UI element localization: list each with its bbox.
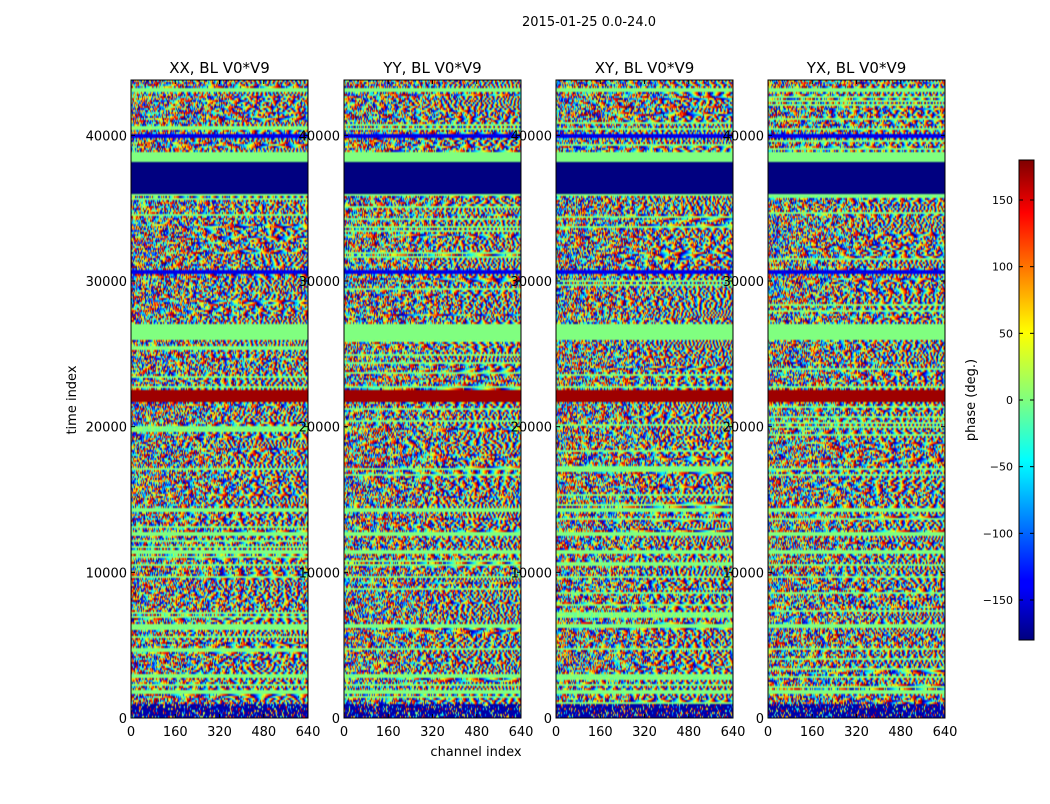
y-tick-label: 20000 bbox=[86, 421, 127, 436]
y-tick-label: 30000 bbox=[723, 275, 764, 290]
y-tick-label: 30000 bbox=[299, 275, 340, 290]
heatmap-image-xy bbox=[556, 80, 733, 718]
heatmap-image-xx bbox=[131, 80, 308, 718]
colorbar: −150 −100 −50 0 50 100 150 phase (deg.) bbox=[964, 159, 1035, 641]
x-tick-label: 320 bbox=[632, 725, 657, 740]
x-tick-label: 640 bbox=[933, 725, 958, 740]
y-tick-label: 40000 bbox=[723, 129, 764, 144]
x-tick-label: 0 bbox=[552, 725, 560, 740]
y-tick-label: 40000 bbox=[299, 129, 340, 144]
y-tick-label: 40000 bbox=[511, 129, 552, 144]
colorbar-tick-label: −50 bbox=[990, 461, 1013, 474]
y-tick-label: 40000 bbox=[86, 129, 127, 144]
colorbar-label: phase (deg.) bbox=[964, 359, 979, 441]
x-tick-label: 0 bbox=[127, 725, 135, 740]
panels: XX, BL V0*V9 0 160 320 480 640 0 10000 20000 3000… bbox=[86, 59, 958, 740]
colorbar-tick-label: 50 bbox=[999, 327, 1013, 340]
x-tick-label: 320 bbox=[844, 725, 869, 740]
panel-xx: XX, BL V0*V9 0 160 320 480 640 0 10000 20000 3000… bbox=[86, 59, 321, 740]
y-tick-label: 10000 bbox=[723, 566, 764, 581]
panel-title: YY, BL V0*V9 bbox=[382, 59, 481, 77]
y-tick-label: 30000 bbox=[86, 275, 127, 290]
figure-suptitle: 2015-01-25 0.0-24.0 bbox=[522, 15, 656, 30]
x-tick-label: 480 bbox=[464, 725, 489, 740]
x-tick-label: 160 bbox=[800, 725, 825, 740]
y-tick-label: 10000 bbox=[86, 566, 127, 581]
x-tick-label: 320 bbox=[420, 725, 445, 740]
x-tick-label: 640 bbox=[721, 725, 746, 740]
x-tick-label: 480 bbox=[251, 725, 276, 740]
x-tick-label: 160 bbox=[588, 725, 613, 740]
x-tick-label: 480 bbox=[676, 725, 701, 740]
y-tick-label: 0 bbox=[544, 712, 552, 727]
panel-xy: XY, BL V0*V9 0 160 320 480 640 0 10000 20000 3000… bbox=[511, 59, 746, 740]
colorbar-ticks: −150 −100 −50 0 50 100 150 bbox=[983, 194, 1034, 607]
y-tick-label: 0 bbox=[332, 712, 340, 727]
y-tick-label: 10000 bbox=[299, 566, 340, 581]
x-axis-label: channel index bbox=[430, 745, 521, 760]
panel-title: YX, BL V0*V9 bbox=[806, 59, 907, 77]
colorbar-tick-label: 150 bbox=[992, 194, 1013, 207]
y-tick-label: 20000 bbox=[299, 421, 340, 436]
y-tick-label: 20000 bbox=[511, 421, 552, 436]
x-tick-label: 640 bbox=[296, 725, 321, 740]
panel-title: XX, BL V0*V9 bbox=[169, 59, 270, 77]
y-tick-label: 0 bbox=[119, 712, 127, 727]
x-tick-label: 0 bbox=[340, 725, 348, 740]
x-tick-label: 160 bbox=[163, 725, 188, 740]
colorbar-tick-label: −150 bbox=[983, 594, 1013, 607]
y-axis-label: time index bbox=[65, 365, 80, 434]
panel-yx: YX, BL V0*V9 0 160 320 480 640 0 10000 20000 3000… bbox=[723, 59, 958, 740]
y-tick-label: 0 bbox=[756, 712, 764, 727]
y-tick-label: 10000 bbox=[511, 566, 552, 581]
colorbar-tick-label: 100 bbox=[992, 261, 1013, 274]
x-tick-label: 480 bbox=[888, 725, 913, 740]
panel-yy: YY, BL V0*V9 0 160 320 480 640 0 10000 20000 3000… bbox=[299, 59, 534, 740]
colorbar-tick-label: 0 bbox=[1006, 394, 1013, 407]
colorbar-tick-label: −100 bbox=[983, 527, 1013, 540]
heatmap-image-yy bbox=[344, 80, 521, 718]
x-tick-label: 320 bbox=[207, 725, 232, 740]
panel-title: XY, BL V0*V9 bbox=[595, 59, 695, 77]
heatmap-image-yx bbox=[768, 80, 945, 718]
x-tick-label: 640 bbox=[509, 725, 534, 740]
y-tick-label: 20000 bbox=[723, 421, 764, 436]
x-tick-label: 0 bbox=[764, 725, 772, 740]
x-tick-label: 160 bbox=[376, 725, 401, 740]
y-tick-label: 30000 bbox=[511, 275, 552, 290]
